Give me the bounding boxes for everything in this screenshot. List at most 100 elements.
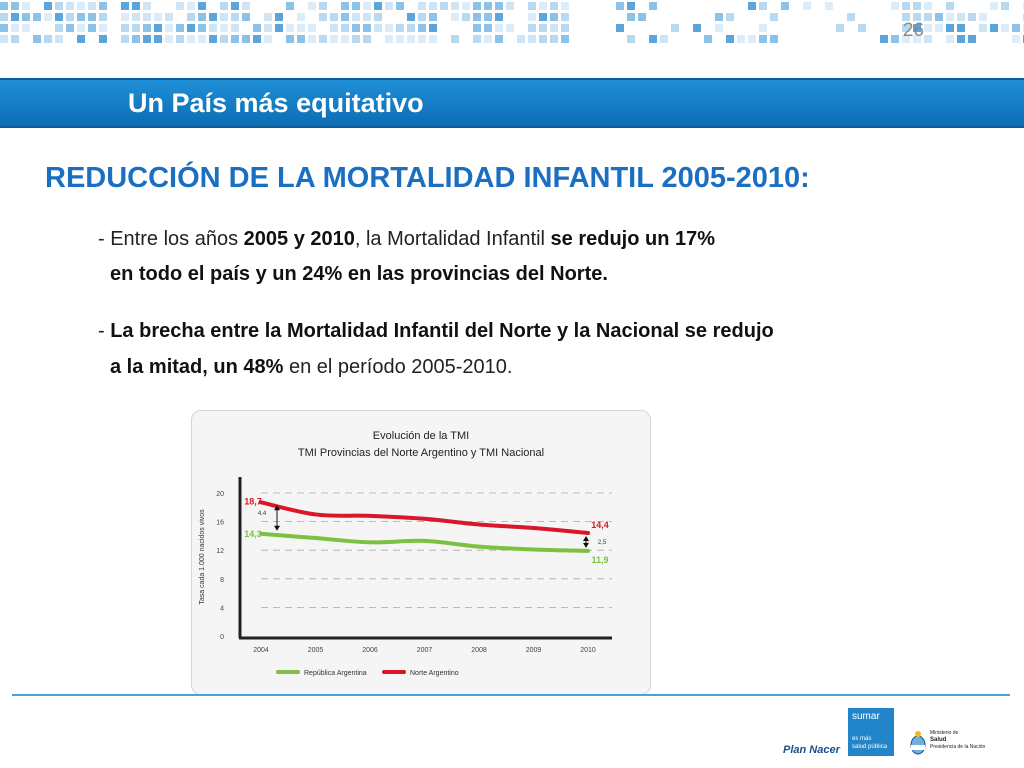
header-mosaic-tile xyxy=(385,24,393,32)
header-mosaic-tile xyxy=(341,13,349,21)
header-mosaic-tile xyxy=(990,24,998,32)
header-mosaic-tile xyxy=(484,35,492,43)
header-mosaic-tile xyxy=(99,13,107,21)
header-mosaic-tile xyxy=(418,35,426,43)
header-mosaic-tile xyxy=(352,24,360,32)
header-mosaic-tile xyxy=(836,24,844,32)
header-mosaic-tile xyxy=(396,35,404,43)
sumar-tagline-2: salud pública xyxy=(852,744,888,750)
header-mosaic-tile xyxy=(198,13,206,21)
header-mosaic-tile xyxy=(132,13,140,21)
header-mosaic-tile xyxy=(924,2,932,10)
header-mosaic-tile xyxy=(902,13,910,21)
header-mosaic-tile xyxy=(286,35,294,43)
header-mosaic-tile xyxy=(297,35,305,43)
header-mosaic-tile xyxy=(319,35,327,43)
header-mosaic-tile xyxy=(198,2,206,10)
header-mosaic-tile xyxy=(132,2,140,10)
header-mosaic-tile xyxy=(88,2,96,10)
header-mosaic-tile xyxy=(99,24,107,32)
header-mosaic-tile xyxy=(902,24,910,32)
header-mosaic-tile xyxy=(913,35,921,43)
header-mosaic-tile xyxy=(770,35,778,43)
header-mosaic-tile xyxy=(506,2,514,10)
header-mosaic-tile xyxy=(374,2,382,10)
header-mosaic-tile xyxy=(539,24,547,32)
header-mosaic-tile xyxy=(209,24,217,32)
plan-nacer-logo: Plan Nacer xyxy=(783,744,840,756)
header-mosaic-tile xyxy=(187,13,195,21)
header-mosaic-tile xyxy=(308,2,316,10)
header-mosaic-tile xyxy=(231,2,239,10)
y-tick-label: 4 xyxy=(220,605,224,612)
header-mosaic-tile xyxy=(979,24,987,32)
header-mosaic-tile xyxy=(341,35,349,43)
header-mosaic-tile xyxy=(495,35,503,43)
header-mosaic-tile xyxy=(462,2,470,10)
header-mosaic-tile xyxy=(407,13,415,21)
header-mosaic-tile xyxy=(946,2,954,10)
x-tick-label: 2008 xyxy=(471,647,487,654)
header-mosaic-tile xyxy=(902,2,910,10)
bullet-2-line-1: - La brecha entre la Mortalidad Infantil… xyxy=(98,320,774,342)
header-mosaic-tile xyxy=(473,13,481,21)
header-mosaic-tile xyxy=(957,24,965,32)
header-mosaic-tile xyxy=(649,35,657,43)
bullet-1-line-2: en todo el país y un 24% en las provinci… xyxy=(110,263,608,285)
header-mosaic-tile xyxy=(363,2,371,10)
header-mosaic-tile xyxy=(528,35,536,43)
header-mosaic-tile xyxy=(209,35,217,43)
header-mosaic-tile xyxy=(528,13,536,21)
header-mosaic-tile xyxy=(187,2,195,10)
header-mosaic-tile xyxy=(44,13,52,21)
header-mosaic-tile xyxy=(946,35,954,43)
header-mosaic-tile xyxy=(649,2,657,10)
header-mosaic-tile xyxy=(363,13,371,21)
header-mosaic-tile xyxy=(803,2,811,10)
header-mosaic-tile xyxy=(616,2,624,10)
header-mosaic-tile xyxy=(638,13,646,21)
coat-of-arms-icon xyxy=(910,731,926,755)
header-mosaic-tile xyxy=(957,35,965,43)
gap-arrow-head-up xyxy=(583,536,589,542)
header-mosaic-tile xyxy=(132,24,140,32)
header-mosaic-tile xyxy=(429,24,437,32)
header-mosaic-tile xyxy=(33,35,41,43)
header-mosaic-tile xyxy=(352,35,360,43)
legend-label: República Argentina xyxy=(304,670,367,677)
header-mosaic-tile xyxy=(550,35,558,43)
header-mosaic-tile xyxy=(363,24,371,32)
header-mosaic-tile xyxy=(759,2,767,10)
header-mosaic-tile xyxy=(484,13,492,21)
header-mosaic-tile xyxy=(374,13,382,21)
header-mosaic-tile xyxy=(253,24,261,32)
header-mosaic-tile xyxy=(352,13,360,21)
bullet-2-line-2: a la mitad, un 48% en el período 2005-20… xyxy=(110,356,513,378)
header-mosaic-tile xyxy=(924,35,932,43)
header-mosaic-tile xyxy=(946,24,954,32)
header-mosaic-tile xyxy=(154,35,162,43)
header-mosaic-tile xyxy=(319,13,327,21)
header-mosaic-tile xyxy=(0,35,8,43)
header-mosaic-tile xyxy=(968,35,976,43)
header-mosaic-tile xyxy=(880,35,888,43)
series-line-0 xyxy=(259,531,590,553)
header-mosaic-tile xyxy=(264,24,272,32)
header-mosaic-tile xyxy=(770,13,778,21)
gap-label: 4,4 xyxy=(258,511,267,517)
header-mosaic-tile xyxy=(77,24,85,32)
header-mosaic-tile xyxy=(627,2,635,10)
header-mosaic-tile xyxy=(693,24,701,32)
header-mosaic-tile xyxy=(44,2,52,10)
header-mosaic-tile xyxy=(253,35,261,43)
x-tick-label: 2009 xyxy=(526,647,542,654)
header-mosaic-tile xyxy=(462,13,470,21)
header-mosaic-tile xyxy=(495,24,503,32)
header-mosaic-tile xyxy=(759,24,767,32)
header-mosaic-tile xyxy=(231,35,239,43)
header-mosaic-tile xyxy=(429,35,437,43)
header-mosaic-tile xyxy=(22,24,30,32)
header-mosaic-tile xyxy=(374,24,382,32)
ministerio-text: Ministerio de Salud Presidencia de la Na… xyxy=(930,730,985,751)
header-mosaic-tile xyxy=(528,2,536,10)
